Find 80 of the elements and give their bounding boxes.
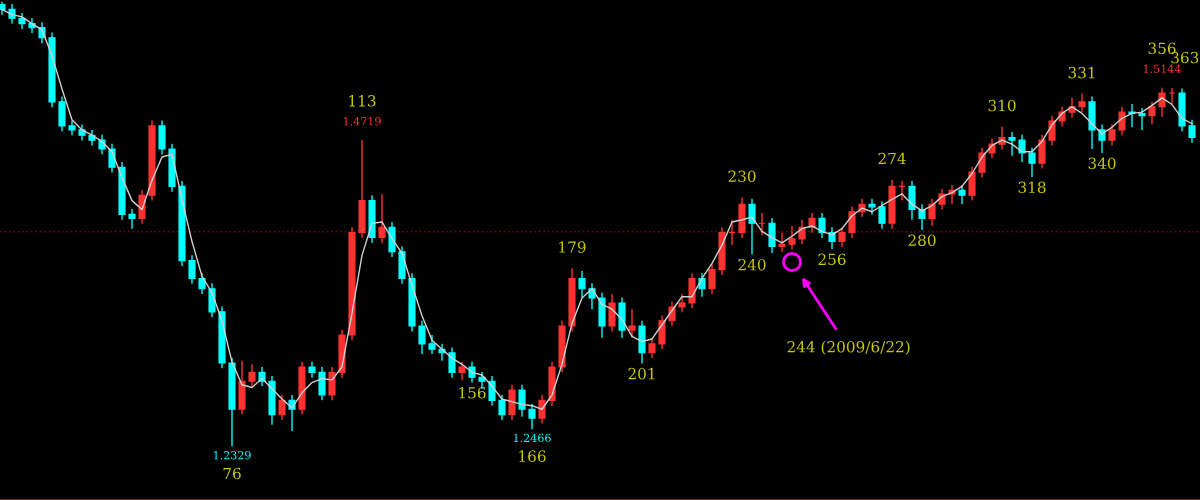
candlestick bbox=[1008, 131, 1016, 157]
annotation: 256 bbox=[818, 253, 846, 266]
annotation: 240 bbox=[738, 258, 766, 271]
candlestick bbox=[1018, 134, 1026, 163]
candlestick bbox=[538, 394, 546, 425]
candlestick bbox=[648, 338, 656, 359]
candlestick bbox=[188, 254, 196, 285]
candlestick bbox=[158, 119, 166, 156]
candlestick bbox=[28, 17, 36, 34]
candlestick bbox=[908, 180, 916, 221]
candlestick bbox=[748, 198, 756, 256]
candlestick bbox=[1138, 107, 1146, 131]
annotation: 340 bbox=[1088, 157, 1116, 170]
candlestick bbox=[768, 217, 776, 254]
candlestick bbox=[498, 394, 506, 421]
candlestick bbox=[578, 270, 586, 299]
candlestick bbox=[1168, 87, 1176, 105]
candlestick bbox=[708, 263, 716, 295]
candlestick bbox=[798, 219, 806, 245]
candlestick bbox=[488, 375, 496, 407]
candlestick bbox=[628, 308, 636, 339]
candlestick bbox=[1108, 123, 1116, 147]
annotation: 310 bbox=[988, 99, 1016, 112]
candlestick bbox=[978, 146, 986, 179]
annotation: 230 bbox=[728, 170, 756, 183]
candlestick bbox=[428, 334, 436, 355]
candlestick bbox=[608, 293, 616, 333]
candlestick bbox=[198, 272, 206, 295]
annotation: 1.4719 bbox=[343, 117, 381, 126]
candlestick bbox=[1118, 106, 1126, 136]
candlestick bbox=[528, 403, 536, 430]
candlestick bbox=[1048, 114, 1056, 147]
annotation: 318 bbox=[1018, 181, 1046, 194]
candlestick bbox=[658, 314, 666, 350]
candlestick bbox=[1188, 118, 1196, 144]
candlestick bbox=[698, 272, 706, 298]
annotation: 331 bbox=[1068, 66, 1095, 79]
candlestick bbox=[868, 198, 876, 216]
candlestick bbox=[8, 3, 16, 25]
candlestick bbox=[918, 203, 926, 231]
candlestick bbox=[208, 282, 216, 318]
candlestick bbox=[828, 226, 836, 250]
candlestick bbox=[928, 198, 936, 227]
candlestick bbox=[278, 394, 286, 421]
annotation: 156 bbox=[459, 387, 486, 399]
candlestick bbox=[808, 212, 816, 234]
candlestick bbox=[848, 205, 856, 239]
candlestick bbox=[518, 384, 526, 418]
candlestick bbox=[448, 346, 456, 379]
candlestick bbox=[1078, 93, 1086, 113]
annotation: 179 bbox=[559, 241, 586, 253]
candlestick bbox=[1038, 134, 1046, 170]
annotation: 201 bbox=[628, 367, 655, 380]
candlestick bbox=[378, 193, 386, 244]
candlestick bbox=[1028, 146, 1036, 178]
annotation: 244 (2009/6/22) bbox=[787, 340, 910, 355]
annotation: 1.2466 bbox=[513, 433, 551, 443]
candlestick bbox=[1158, 86, 1166, 118]
candlestick bbox=[788, 225, 796, 251]
candlestick bbox=[1148, 101, 1156, 126]
candlestick bbox=[968, 166, 976, 202]
annotation: 274 bbox=[878, 152, 906, 165]
candlestick bbox=[818, 212, 826, 239]
candlestick bbox=[1128, 103, 1136, 128]
annotation: 1.5144 bbox=[1143, 64, 1181, 73]
candlestick bbox=[128, 208, 136, 230]
candlestick bbox=[838, 226, 846, 248]
candlestick bbox=[418, 320, 426, 355]
candlestick bbox=[248, 363, 256, 388]
candlestick bbox=[318, 366, 326, 402]
candlestick bbox=[778, 231, 786, 253]
annotation: 1.2329 bbox=[213, 450, 251, 460]
candlestick bbox=[678, 293, 686, 313]
annotation: 280 bbox=[908, 234, 936, 246]
annotation: 113 bbox=[349, 95, 376, 107]
candlestick bbox=[878, 200, 886, 230]
candlestick bbox=[958, 184, 966, 205]
candlestick bbox=[328, 366, 336, 402]
annotation: 166 bbox=[519, 450, 546, 462]
annotation: 76 bbox=[223, 467, 241, 480]
